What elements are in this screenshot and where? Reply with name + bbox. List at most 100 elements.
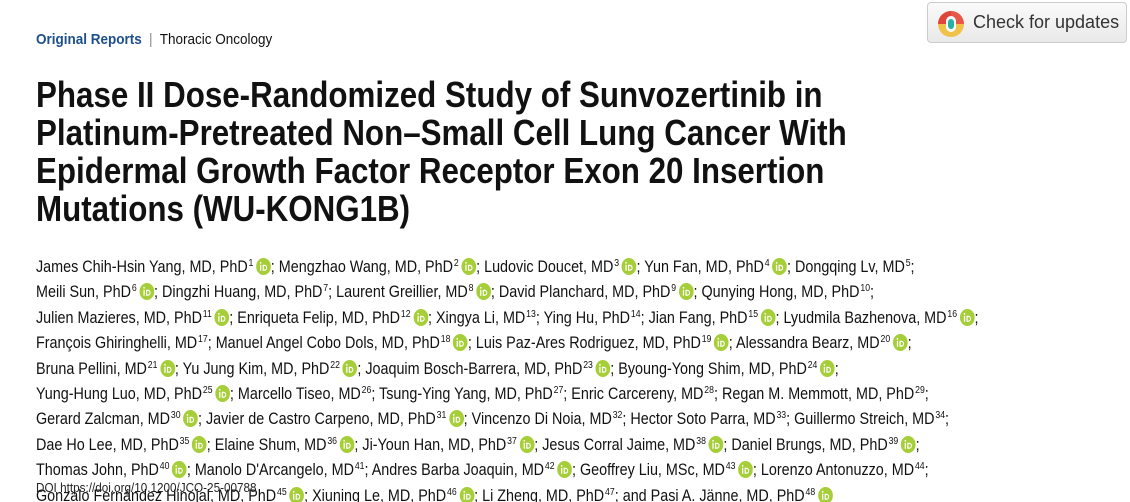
category-label[interactable]: Thoracic Oncology <box>159 31 273 48</box>
orcid-icon[interactable] <box>139 283 155 301</box>
separator: ; <box>154 283 159 302</box>
author-name[interactable]: Geoffrey Liu, MSc, MD <box>579 461 725 480</box>
author: Enric Carcereny, MD28; <box>571 385 722 403</box>
orcid-icon[interactable] <box>215 385 230 403</box>
orcid-icon[interactable] <box>678 283 694 301</box>
author-name[interactable]: Vincenzo Di Noia, MD <box>471 410 612 429</box>
affiliation-number: 10 <box>860 283 871 295</box>
author-name[interactable]: Ludovic Doucet, MD <box>484 258 614 276</box>
author-name[interactable]: Yung-Hung Luo, MD, PhD <box>36 385 202 404</box>
orcid-icon[interactable] <box>557 461 573 479</box>
affiliation-number: 13 <box>526 308 536 320</box>
author-name[interactable]: Lorenzo Antonuzzo, MD <box>760 461 915 480</box>
orcid-icon[interactable] <box>817 486 833 502</box>
author-name[interactable]: Dongqing Lv, MD <box>794 258 905 276</box>
orcid-icon[interactable] <box>772 258 787 275</box>
author-name[interactable]: Li Zheng, MD, PhD <box>482 486 605 502</box>
author-name[interactable]: Qunying Hong, MD, PhD <box>701 283 860 302</box>
author-name[interactable]: François Ghiringhelli, MD <box>36 334 198 353</box>
orcid-icon[interactable] <box>172 461 187 479</box>
author-name[interactable]: David Planchard, MD, PhD <box>498 283 671 302</box>
author: Jesus Corral Jaime, MD38; <box>542 435 731 454</box>
author-name[interactable]: Jian Fang, PhD <box>648 308 748 327</box>
orcid-icon[interactable] <box>183 410 198 428</box>
divider: | <box>148 31 153 48</box>
author-name[interactable]: Lyudmila Bazhenova, MD <box>783 308 947 327</box>
author-name[interactable]: Laurent Greillier, MD <box>336 283 468 302</box>
author-name[interactable]: Mengzhao Wang, MD, PhD <box>278 258 453 276</box>
orcid-icon[interactable] <box>738 461 753 479</box>
author-name[interactable]: Meili Sun, PhD <box>36 283 131 302</box>
author-name[interactable]: Manuel Angel Cobo Dols, MD, PhD <box>215 334 440 353</box>
author-name[interactable]: Thomas John, PhD <box>36 461 159 480</box>
author-name[interactable]: Enriqueta Felip, MD, PhD <box>237 308 400 327</box>
orcid-icon[interactable] <box>160 359 175 377</box>
author-name[interactable]: Javier de Castro Carpeno, MD, PhD <box>205 410 436 429</box>
author-name[interactable]: Xingya Li, MD <box>435 308 526 327</box>
orcid-icon[interactable] <box>461 258 477 275</box>
author-name[interactable]: Yun Fan, MD, PhD <box>644 258 764 276</box>
author-name[interactable]: Gerard Zalcman, MD <box>36 410 171 429</box>
author-name[interactable]: Xiuning Le, MD, PhD <box>312 486 447 502</box>
author-name[interactable]: Hector Soto Parra, MD <box>630 410 776 429</box>
orcid-icon[interactable] <box>453 334 468 352</box>
author-list: James Chih-Hsin Yang, MD, PhD1; Mengzhao… <box>36 253 978 502</box>
orcid-icon[interactable] <box>256 258 271 275</box>
orcid-icon[interactable] <box>448 410 464 428</box>
author-name[interactable]: Gonzalo Fernández Hinojal, MD, PhD <box>36 486 277 502</box>
author-name[interactable]: Joaquim Bosch-Barrera, MD, PhD <box>365 359 583 378</box>
orcid-icon[interactable] <box>342 359 358 377</box>
author-name[interactable]: Andres Barba Joaquin, MD <box>371 461 545 480</box>
orcid-icon[interactable] <box>289 486 305 502</box>
author-name[interactable]: Elaine Shum, MD <box>214 435 327 454</box>
orcid-icon[interactable] <box>959 308 975 326</box>
author-name[interactable]: James Chih-Hsin Yang, MD, PhD <box>36 258 248 276</box>
author-name[interactable]: Luis Paz-Ares Rodriguez, MD, PhD <box>475 334 701 353</box>
orcid-icon[interactable] <box>459 486 475 502</box>
doi-link[interactable]: https://doi.org/10.1200/JCO-25-00788 <box>60 480 257 495</box>
author-name[interactable]: Alessandra Bearz, MD <box>735 334 880 353</box>
orcid-icon[interactable] <box>900 435 916 453</box>
author-name[interactable]: Manolo D'Arcangelo, MD <box>194 461 354 480</box>
orcid-icon[interactable] <box>476 283 491 301</box>
orcid-icon[interactable] <box>413 308 428 326</box>
author-name[interactable]: Tsung-Ying Yang, MD, PhD <box>379 385 553 404</box>
author-name[interactable]: Marcello Tiseo, MD <box>237 385 361 404</box>
orcid-icon[interactable] <box>714 334 729 352</box>
affiliation-number: 11 <box>202 308 212 320</box>
check-updates-button[interactable]: Check for updates <box>927 2 1127 43</box>
author: Xingya Li, MD13; <box>436 309 544 327</box>
orcid-icon[interactable] <box>708 435 724 453</box>
article-title: Phase II Dose-Randomized Study of Sunvoz… <box>36 76 847 228</box>
orcid-icon[interactable] <box>819 359 835 377</box>
orcid-icon[interactable] <box>621 258 637 275</box>
orcid-icon[interactable] <box>892 334 908 352</box>
author-name[interactable]: Pasi A. Jänne, MD, PhD <box>650 486 805 502</box>
orcid-icon[interactable] <box>519 435 535 453</box>
author-name[interactable]: Ying Hu, PhD <box>543 308 631 327</box>
author-name[interactable]: Byoung-Yong Shim, MD, PhD <box>618 359 807 378</box>
orcid-icon[interactable] <box>595 359 611 377</box>
author-name[interactable]: Enric Carcereny, MD <box>571 385 704 404</box>
separator: ; <box>572 461 576 480</box>
orcid-icon[interactable] <box>760 308 776 326</box>
author-name[interactable]: Dae Ho Lee, MD, PhD <box>36 435 179 454</box>
author-name[interactable]: Guillermo Streich, MD <box>794 410 935 429</box>
author-name[interactable]: Dingzhi Huang, MD, PhD <box>162 283 323 302</box>
affiliation-number: 31 <box>436 410 447 422</box>
author-name[interactable]: Julien Mazieres, MD, PhD <box>36 308 202 327</box>
author-name[interactable]: Yu Jung Kim, MD, PhD <box>182 359 330 378</box>
orcid-icon[interactable] <box>339 435 355 453</box>
section-label[interactable]: Original Reports <box>36 31 142 48</box>
affiliation-number: 23 <box>583 359 593 371</box>
separator: ; <box>304 486 309 502</box>
author-name[interactable]: Daniel Brungs, MD, PhD <box>731 435 888 454</box>
author-name[interactable]: Regan M. Memmott, MD, PhD <box>721 385 915 404</box>
author-name[interactable]: Ji-Youn Han, MD, PhD <box>362 435 507 454</box>
author-name[interactable]: Jesus Corral Jaime, MD <box>542 435 696 454</box>
orcid-icon[interactable] <box>214 308 230 326</box>
author-name[interactable]: Bruna Pellini, MD <box>36 359 147 378</box>
orcid-icon[interactable] <box>191 435 207 453</box>
affiliation-number: 22 <box>330 359 340 371</box>
affiliation-number: 30 <box>170 410 181 422</box>
